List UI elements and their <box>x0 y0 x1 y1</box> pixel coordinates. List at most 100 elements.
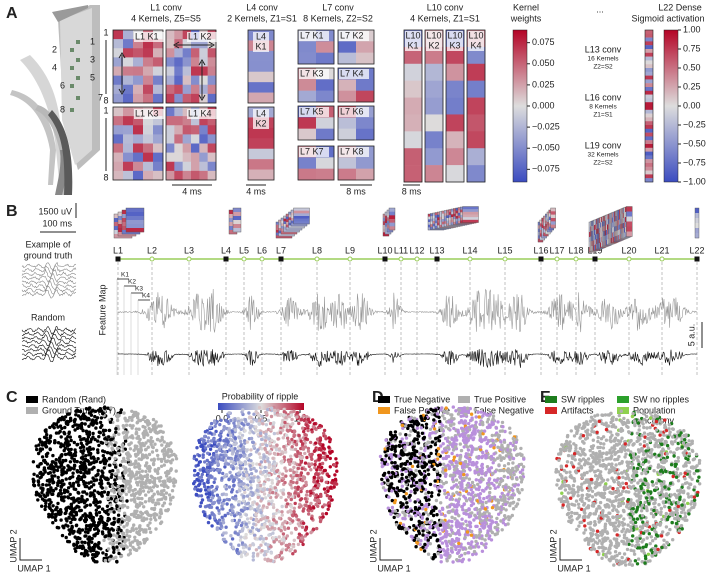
umap-point <box>109 475 114 479</box>
dense-cell <box>645 113 653 118</box>
umap-point <box>272 466 276 471</box>
kernel-cell <box>153 152 164 163</box>
umap-point <box>97 505 102 509</box>
umap-point <box>241 526 245 530</box>
umap-point <box>115 545 119 549</box>
kernel-cell <box>316 128 335 141</box>
kernel-cell <box>113 107 124 117</box>
umap-point <box>158 511 162 515</box>
umap-point <box>120 459 125 464</box>
umap-point <box>87 453 91 457</box>
panel-label: C <box>6 389 18 406</box>
umap-point <box>235 466 239 470</box>
umap-point <box>281 476 286 480</box>
umap-point <box>85 549 89 554</box>
umap-point <box>148 478 152 483</box>
kernel-cell <box>182 66 192 76</box>
electrode <box>70 84 74 88</box>
umap-point <box>206 520 211 525</box>
umap-point <box>63 446 67 451</box>
kernel-cell <box>298 168 317 181</box>
umap-point <box>223 458 228 462</box>
umap-point <box>272 518 276 522</box>
kernel-cell <box>191 93 200 104</box>
umap-point <box>290 476 295 480</box>
umap-point <box>301 446 305 451</box>
kernel-label: L7 K8 <box>340 146 364 156</box>
colorbar-title: Probability of ripple <box>222 391 299 401</box>
umap-point <box>203 460 207 464</box>
umap-point <box>206 470 210 475</box>
umap-point <box>46 492 50 496</box>
kernel-cell <box>153 161 164 172</box>
kernel-cell <box>316 52 335 65</box>
colorbar-tick-label: 0.50 <box>683 62 701 72</box>
umap-point <box>59 518 63 522</box>
umap-point <box>143 474 147 478</box>
umap-point <box>141 424 145 429</box>
umap-point <box>96 468 101 473</box>
umap-point <box>148 521 152 525</box>
kernel-cell <box>174 57 183 67</box>
feature-cell <box>695 213 699 219</box>
layer-label: L14 <box>462 245 477 255</box>
umap-point <box>52 468 57 472</box>
umap-point <box>137 427 141 431</box>
umap-point <box>104 552 108 557</box>
umap-point <box>76 536 80 540</box>
umap-point <box>102 466 107 470</box>
umap-point <box>281 472 285 476</box>
feature-cell <box>283 229 300 233</box>
umap-point <box>237 543 241 547</box>
umap-point <box>212 480 216 484</box>
umap-point <box>149 428 153 433</box>
umap-point <box>313 462 317 467</box>
umap-point <box>67 540 72 544</box>
umap-point <box>255 502 259 506</box>
umap-point <box>258 462 262 467</box>
kernel-cell <box>356 128 375 141</box>
layer-label: L13 <box>429 245 444 255</box>
umap-point <box>315 526 319 531</box>
kernel-cell <box>123 93 134 104</box>
umap-point <box>259 543 263 547</box>
umap-point <box>77 497 81 501</box>
umap-point <box>202 440 206 444</box>
umap-point <box>101 454 106 458</box>
legend-label: True Positive <box>474 394 526 404</box>
umap-point <box>333 481 337 485</box>
kernel-cell <box>191 125 200 135</box>
umap-point <box>100 493 104 497</box>
layer-label: L8 <box>312 245 322 255</box>
kernel-label: K2 <box>128 279 136 286</box>
kernel-cell <box>153 116 164 126</box>
umap-point <box>313 459 318 463</box>
umap-point <box>120 505 125 509</box>
kernel-cell <box>113 170 124 181</box>
umap-point <box>264 411 269 415</box>
umap-point <box>215 493 220 497</box>
umap-point <box>76 414 81 418</box>
umap-point <box>243 462 248 466</box>
feature-cell <box>293 218 310 222</box>
umap-point <box>119 497 123 501</box>
umap-point <box>47 483 51 487</box>
umap-point <box>267 493 271 498</box>
feature-cell <box>291 223 307 227</box>
trace-label: ground truth <box>24 250 73 260</box>
kernel-cell <box>143 84 154 95</box>
umap-point <box>277 447 282 451</box>
umap-point <box>169 461 173 465</box>
umap-point <box>81 479 86 484</box>
umap-point <box>67 516 71 520</box>
umap-point <box>104 486 108 490</box>
umap-point <box>152 477 157 481</box>
umap-point <box>466 448 471 452</box>
umap-point <box>238 538 243 542</box>
umap-point <box>59 495 64 499</box>
umap-point <box>225 439 229 443</box>
kernel-label: L1 K4 <box>188 108 212 118</box>
umap-point <box>232 483 236 487</box>
umap-point <box>53 512 58 517</box>
umap-point <box>325 486 330 490</box>
